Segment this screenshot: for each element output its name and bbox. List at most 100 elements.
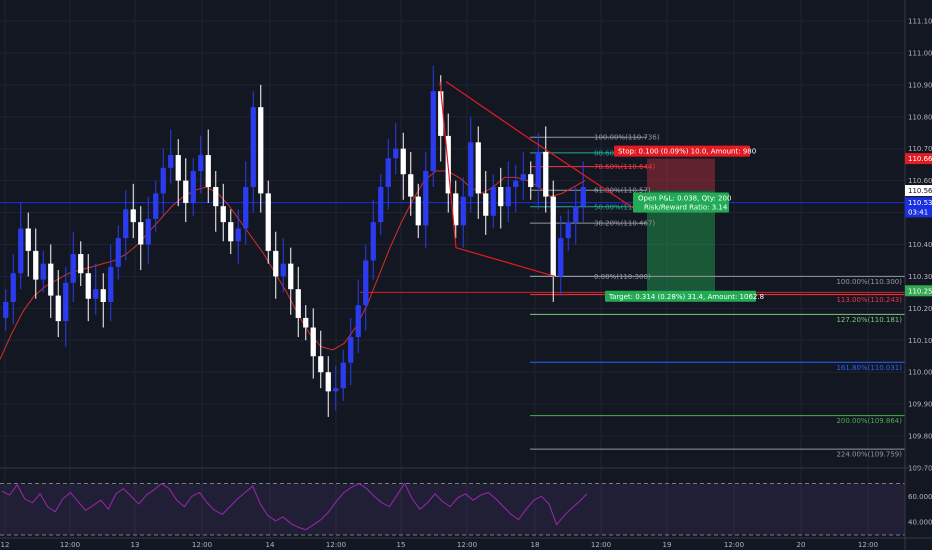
candle-body xyxy=(160,167,166,194)
pnl-label-line2: Risk/Reward Ratio: 3.14 xyxy=(644,204,728,212)
fib-level-label: 50.00%(110.5) xyxy=(594,203,646,211)
candle-body xyxy=(580,187,586,207)
x-tick-label: 14 xyxy=(266,541,275,549)
x-tick-label: 12:00 xyxy=(60,541,80,549)
x-tick-label: 12:00 xyxy=(192,541,212,549)
price-axis-badge xyxy=(905,285,932,297)
pnl-label-line1: Open P&L: 0.038, Qty: 200 xyxy=(638,195,731,203)
stop-zone xyxy=(647,158,715,191)
fib-extension-label: 113.00%(110.243) xyxy=(836,296,902,304)
candle-body xyxy=(520,174,526,181)
candle-body xyxy=(85,273,91,299)
fib-extension-label: 161.80%(110.031) xyxy=(836,364,902,372)
candle-body xyxy=(130,209,136,223)
fib-level-label: 38.20%(110.467) xyxy=(594,220,655,228)
price-axis-badge xyxy=(905,206,932,218)
x-tick-label: 12:00 xyxy=(457,541,477,549)
y-tick-label: 111.100 xyxy=(908,17,932,25)
candle-body xyxy=(303,317,309,328)
candle-body xyxy=(258,107,264,194)
y-tick-label: 110.800 xyxy=(908,113,932,121)
candle-body xyxy=(25,228,31,251)
y-tick-label: 110.400 xyxy=(908,241,932,249)
candle-body xyxy=(558,238,564,277)
candle-body xyxy=(460,196,466,226)
candle-body xyxy=(78,254,84,274)
x-tick-label: 18 xyxy=(531,541,540,549)
triangle-left-line xyxy=(439,81,457,248)
rsi-tick-label: 60.000 xyxy=(908,493,932,501)
candle-body xyxy=(228,222,234,242)
y-tick-label: 110.200 xyxy=(908,305,932,313)
x-tick-label: 12 xyxy=(1,541,10,549)
moving-average-line xyxy=(0,170,586,360)
y-tick-label: 109.800 xyxy=(908,433,932,441)
y-tick-label: 111.000 xyxy=(908,49,932,57)
x-tick-label: 12:00 xyxy=(724,541,744,549)
candle-body xyxy=(453,193,459,226)
candle-body xyxy=(475,142,481,194)
candle-body xyxy=(378,187,384,223)
fib-level-label: 61.80%(110.57) xyxy=(594,187,651,195)
stop-label: Stop: 0.100 (0.09%) 10.0, Amount: 980 xyxy=(618,148,756,156)
candle-body xyxy=(543,151,549,197)
price-axis-badge-label: 110.531 xyxy=(908,199,932,207)
candle-body xyxy=(385,158,391,188)
candle-body xyxy=(288,263,294,290)
fib-extension-label: 200.00%(109.864) xyxy=(836,417,902,425)
fib-level-label: 0.00%(110.300) xyxy=(594,273,651,281)
candle-body xyxy=(295,289,301,318)
candle-body xyxy=(333,388,339,392)
candle-body xyxy=(250,107,256,188)
candle-body xyxy=(490,187,496,216)
candle-body xyxy=(535,151,541,188)
candle-body xyxy=(265,193,271,251)
price-axis-badge xyxy=(905,197,932,209)
candle-body xyxy=(153,193,159,219)
candle-body xyxy=(33,250,39,280)
fib-level-label: 100.00%(110.736) xyxy=(594,134,660,142)
price-axis-badge-label: 110.669 xyxy=(908,155,932,163)
price-axis-badge-label: 110.255 xyxy=(908,287,932,295)
candle-body xyxy=(280,263,286,277)
overlay-back xyxy=(0,136,905,450)
candle-body xyxy=(213,187,219,207)
candle-body xyxy=(423,171,429,226)
fib-level-label: 78.60%(110.644) xyxy=(594,163,655,171)
candles xyxy=(3,65,586,417)
grid xyxy=(0,0,905,540)
candle-body xyxy=(3,301,9,318)
candle-body xyxy=(573,206,579,223)
candle-body xyxy=(183,180,189,203)
x-tick-label: 12:00 xyxy=(858,541,878,549)
candle-body xyxy=(100,289,106,302)
candle-body xyxy=(415,196,421,226)
candle-body xyxy=(205,155,211,188)
candle-body xyxy=(348,337,354,363)
target-label-box xyxy=(605,290,756,302)
candle-body xyxy=(243,187,249,229)
candle-body xyxy=(483,193,489,216)
candle-body xyxy=(505,187,511,207)
candle-body xyxy=(145,218,151,245)
candle-body xyxy=(108,266,114,302)
fib-level-label: 88.60% xyxy=(594,149,621,157)
rsi-line xyxy=(1,482,588,531)
candle-body xyxy=(190,171,196,203)
candle-body xyxy=(310,327,316,357)
candle-body xyxy=(220,206,226,223)
candle-body xyxy=(370,222,376,261)
candle-body xyxy=(55,295,61,322)
x-tick-label: 15 xyxy=(397,541,406,549)
candle-body xyxy=(48,263,54,296)
x-tick-label: 19 xyxy=(663,541,672,549)
candle-body xyxy=(355,305,361,338)
fib-extension-label: 127.20%(110.181) xyxy=(836,316,902,324)
y-tick-label: 110.600 xyxy=(908,177,932,185)
price-axis-badge-label: 03:41 xyxy=(908,208,928,216)
candle-body xyxy=(430,91,436,172)
y-tick-label: 110.700 xyxy=(908,145,932,153)
rsi-tick-label: 40.000 xyxy=(908,519,932,527)
